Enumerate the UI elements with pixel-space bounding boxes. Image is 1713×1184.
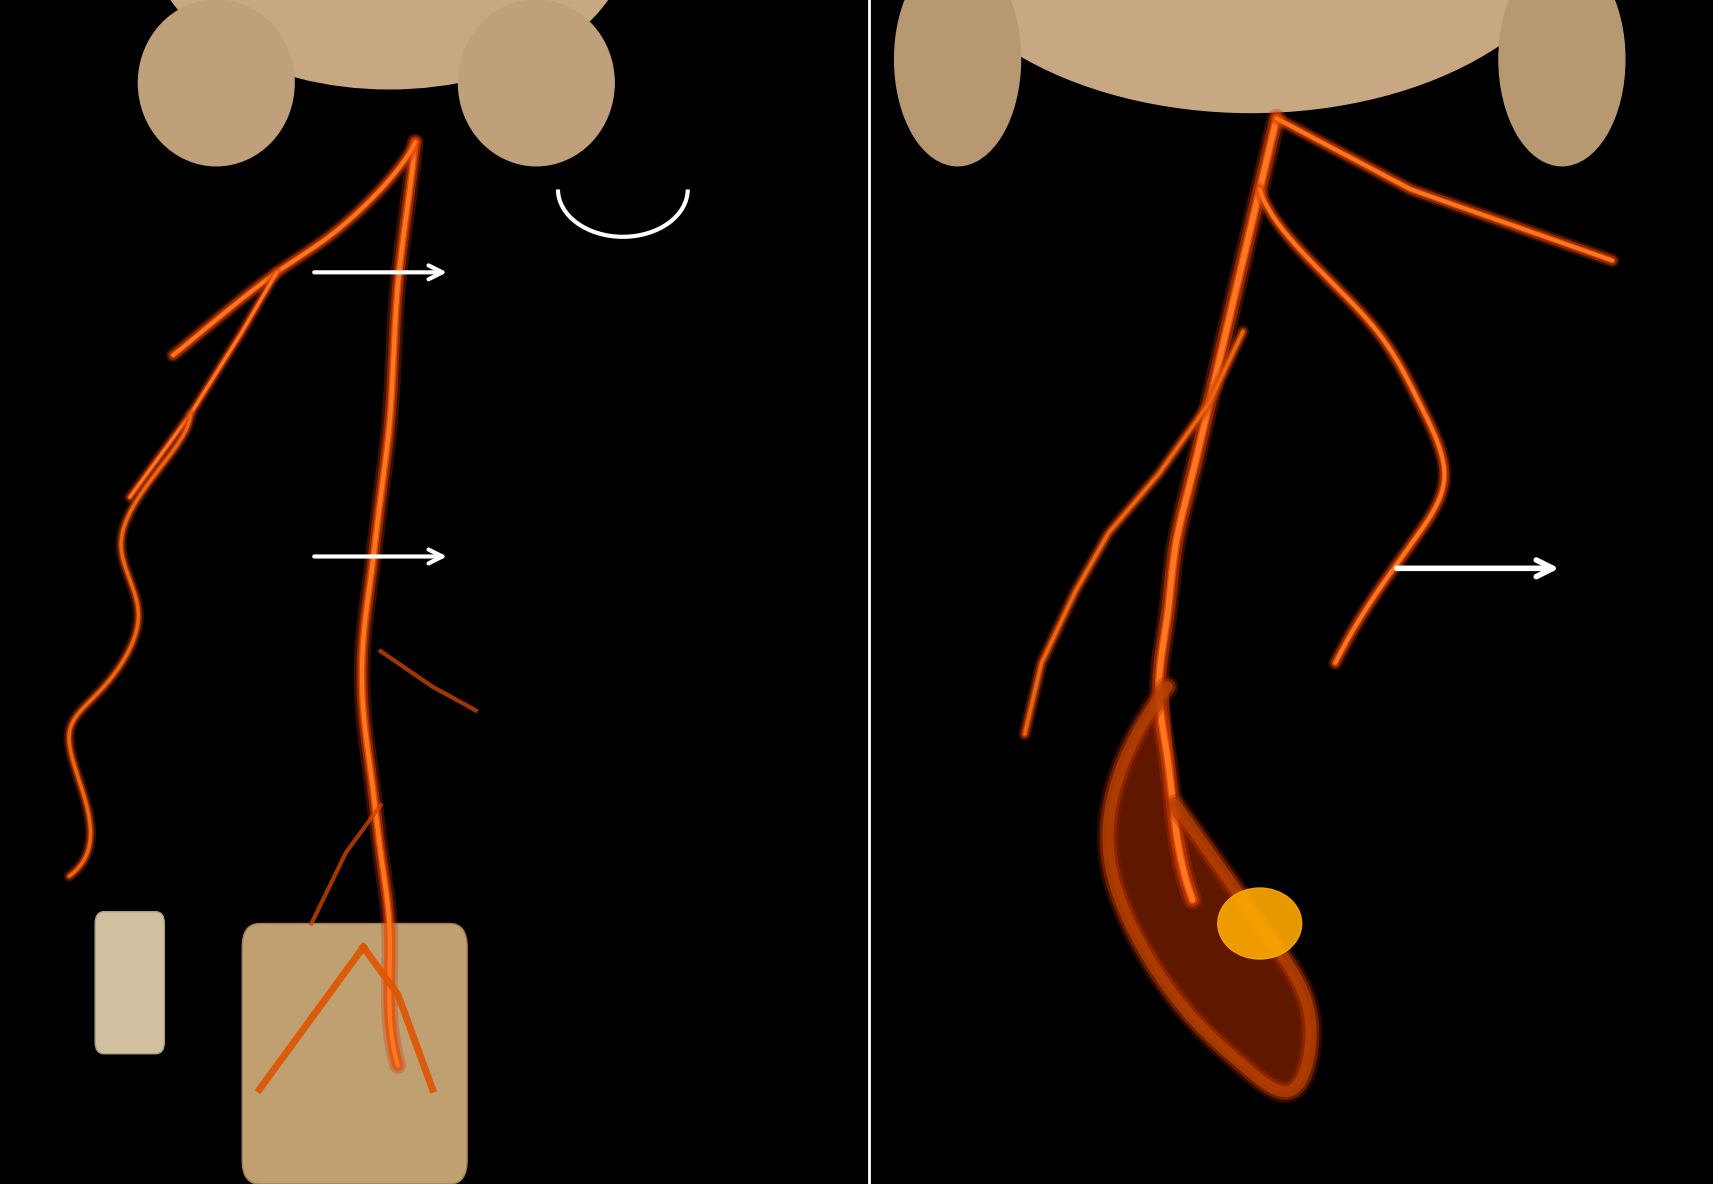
Ellipse shape: [1499, 0, 1626, 166]
Ellipse shape: [916, 0, 1588, 112]
Polygon shape: [1108, 687, 1310, 1092]
Ellipse shape: [459, 0, 615, 166]
Ellipse shape: [1218, 888, 1302, 959]
FancyBboxPatch shape: [242, 924, 468, 1184]
Ellipse shape: [151, 0, 627, 89]
FancyBboxPatch shape: [96, 912, 164, 1054]
Ellipse shape: [894, 0, 1021, 166]
Ellipse shape: [139, 0, 295, 166]
